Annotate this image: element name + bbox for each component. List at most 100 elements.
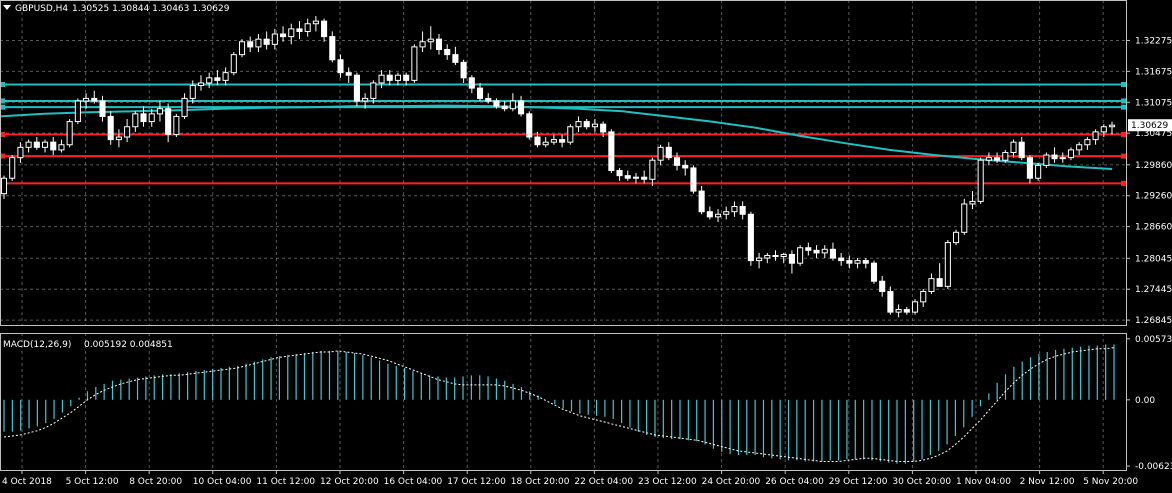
bull-candle [395, 75, 400, 80]
bear-candle [141, 114, 146, 122]
bull-candle [822, 249, 827, 253]
bear-candle [404, 75, 409, 80]
bear-candle [445, 49, 450, 54]
bear-candle [338, 60, 343, 73]
bull-candle [125, 127, 130, 137]
price-tick-label: 1.27445 [1135, 285, 1172, 295]
bull-candle [313, 21, 318, 24]
bull-candle [1077, 145, 1082, 150]
bull-candle [912, 302, 917, 312]
bull-candle [272, 34, 277, 44]
macd-readout: 0.005192 0.004851 [84, 340, 173, 350]
time-tick-label: 18 Oct 20:00 [511, 477, 570, 487]
time-tick-label: 16 Oct 04:00 [384, 477, 443, 487]
bull-candle [75, 101, 80, 122]
bear-candle [707, 212, 712, 217]
bear-candle [387, 75, 392, 80]
bull-candle [420, 42, 425, 47]
bull-candle [26, 142, 31, 147]
bull-candle [371, 83, 376, 98]
bull-candle [658, 147, 663, 160]
bear-candle [108, 116, 113, 139]
bull-candle [174, 116, 179, 134]
bear-candle [519, 101, 524, 114]
bull-candle [223, 73, 228, 81]
bull-candle [1101, 127, 1106, 132]
bull-candle [962, 204, 967, 232]
bear-candle [601, 124, 606, 132]
bear-candle [830, 249, 835, 258]
bear-candle [494, 101, 499, 106]
bull-candle [1011, 142, 1016, 152]
bull-candle [978, 160, 983, 201]
bear-candle [674, 158, 679, 166]
bear-candle [453, 55, 458, 63]
bull-candle [732, 207, 737, 212]
bear-candle [354, 75, 359, 101]
time-tick-label: 12 Oct 20:00 [320, 477, 379, 487]
bear-candle [322, 21, 327, 36]
macd-tick-label: 0.00 [1135, 396, 1155, 406]
price-tick-label: 1.29260 [1135, 192, 1172, 202]
current-price-label: 1.30629 [1131, 121, 1168, 131]
bull-candle [510, 101, 515, 109]
bull-candle [84, 98, 89, 101]
bear-candle [264, 39, 269, 44]
bull-candle [724, 212, 729, 215]
bear-candle [699, 191, 704, 212]
symbol-title: GBPUSD,H4 [15, 4, 68, 14]
bear-candle [34, 142, 39, 147]
bull-candle [157, 109, 162, 114]
bear-candle [806, 248, 811, 251]
bull-candle [190, 86, 195, 99]
price-tick-label: 1.28045 [1135, 254, 1172, 264]
bull-candle [798, 248, 803, 263]
price-tick-label: 1.29860 [1135, 161, 1172, 171]
bear-candle [789, 254, 794, 263]
time-tick-label: 8 Oct 20:00 [129, 477, 182, 487]
level-handle-right [1121, 98, 1126, 103]
bull-candle [970, 201, 975, 204]
bear-candle [863, 261, 868, 264]
bear-candle [683, 165, 688, 168]
bull-candle [149, 114, 154, 122]
time-tick-label: 2 Nov 12:00 [1020, 477, 1075, 487]
bear-candle [92, 98, 97, 101]
time-tick-label: 29 Oct 12:00 [829, 477, 888, 487]
bull-candle [1060, 158, 1065, 159]
bull-candle [765, 255, 770, 258]
bear-candle [814, 250, 819, 253]
bull-candle [551, 140, 556, 143]
bear-candle [937, 279, 942, 287]
bear-candle [880, 281, 885, 291]
bear-candle [51, 142, 56, 150]
price-tick-label: 1.26845 [1135, 316, 1172, 326]
bear-candle [773, 255, 778, 256]
bull-candle [650, 160, 655, 179]
bull-candle [1003, 152, 1008, 160]
bull-candle [929, 279, 934, 292]
bear-candle [330, 37, 335, 60]
bear-candle [995, 158, 1000, 161]
bear-candle [527, 114, 532, 137]
price-tick-label: 1.31675 [1135, 67, 1172, 77]
bear-candle [1052, 155, 1057, 159]
bear-candle [740, 207, 745, 215]
bull-candle [363, 98, 368, 101]
bull-candle [1, 178, 6, 193]
bull-candle [543, 142, 548, 145]
level-handle-right [1121, 132, 1126, 137]
bull-candle [18, 147, 23, 157]
bull-candle [1093, 132, 1098, 140]
macd-tick-label: -0.00623 [1135, 462, 1172, 472]
bull-candle [239, 42, 244, 55]
bull-candle [921, 292, 926, 302]
bear-candle [871, 263, 876, 281]
bear-candle [436, 39, 441, 49]
bull-candle [42, 142, 47, 147]
time-tick-label: 26 Oct 04:00 [765, 477, 824, 487]
time-tick-label: 23 Oct 12:00 [638, 477, 697, 487]
bull-candle [116, 137, 121, 140]
